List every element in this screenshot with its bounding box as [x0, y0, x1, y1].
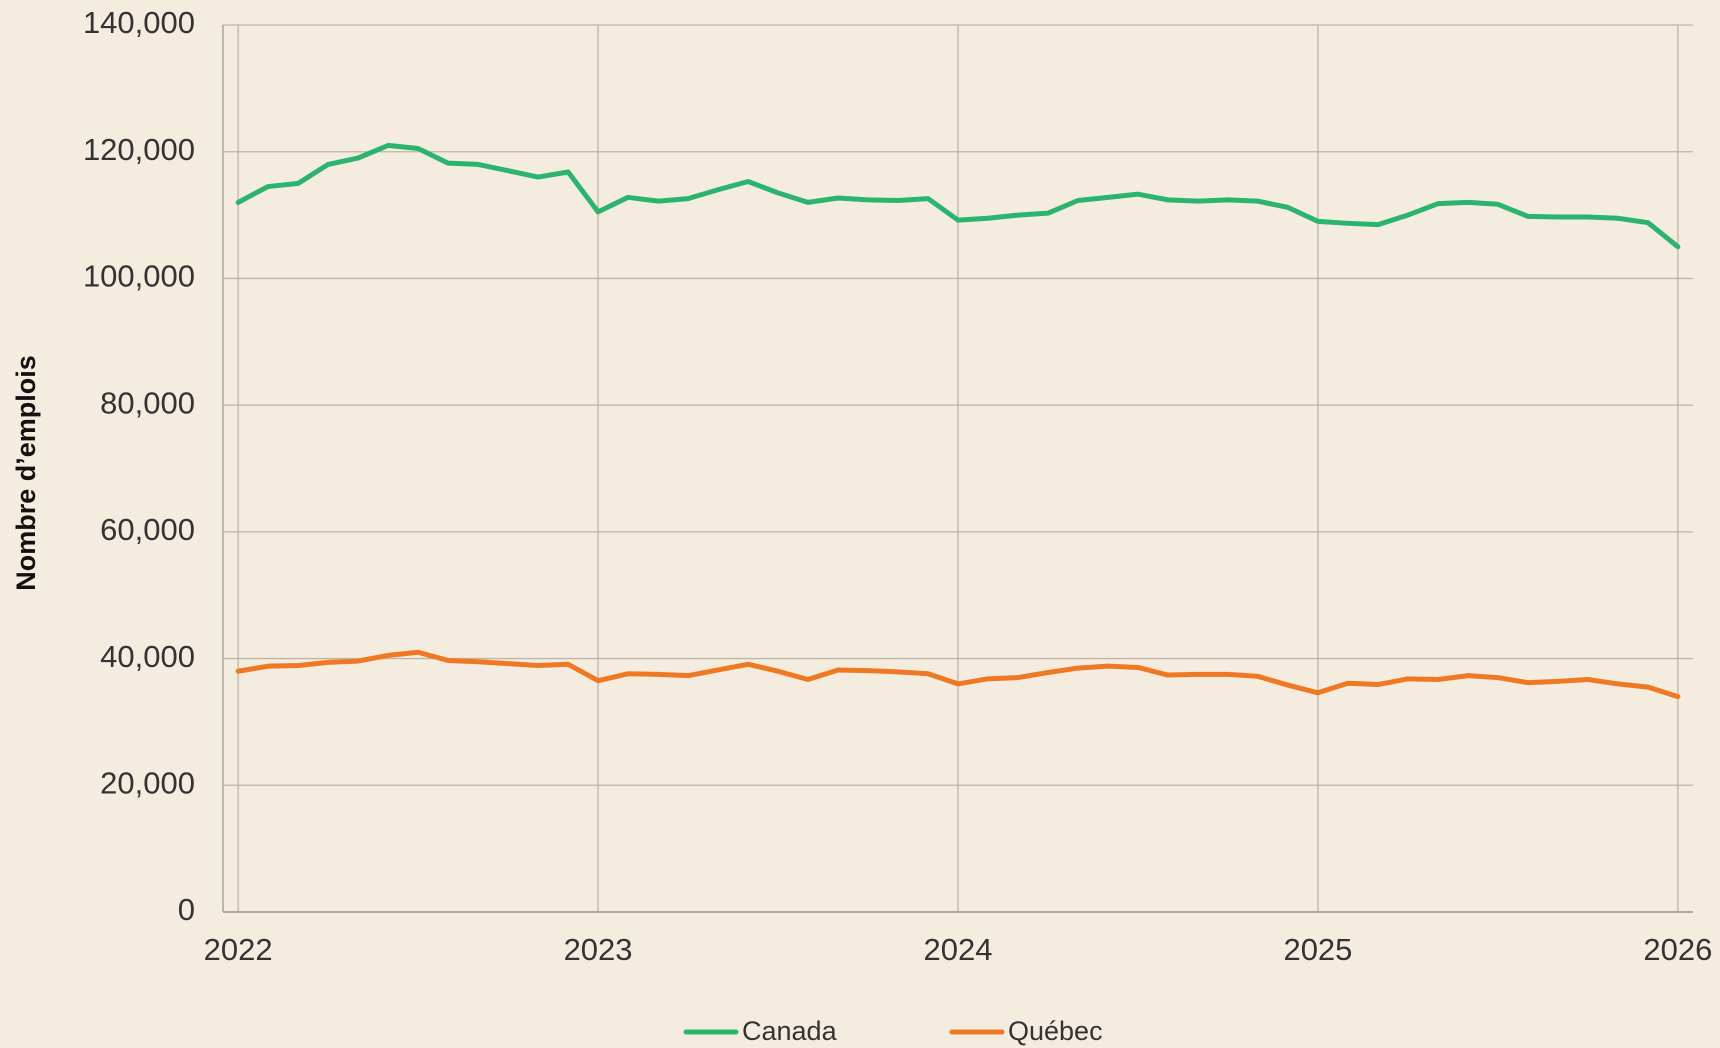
x-tick-label: 2023 [564, 932, 633, 967]
y-tick-label: 80,000 [100, 385, 195, 420]
x-tick-label: 2022 [204, 932, 273, 967]
legend-label: Québec [1008, 1016, 1103, 1046]
y-tick-label: 60,000 [100, 512, 195, 547]
y-tick-label: 40,000 [100, 639, 195, 674]
series-line [235, 649, 1681, 700]
legend-label: Canada [742, 1016, 838, 1046]
y-tick-label: 20,000 [100, 765, 195, 800]
y-tick-label: 100,000 [83, 259, 195, 294]
series-line [235, 142, 1681, 250]
y-tick-label: 120,000 [83, 132, 195, 167]
x-tick-label: 2024 [924, 932, 993, 967]
x-tick-label: 2026 [1643, 932, 1712, 967]
y-tick-label: 140,000 [83, 5, 195, 40]
y-tick-label: 0 [178, 892, 195, 927]
y-axis-label: Nombre d’emplois [11, 355, 41, 591]
x-tick-label: 2025 [1283, 932, 1352, 967]
